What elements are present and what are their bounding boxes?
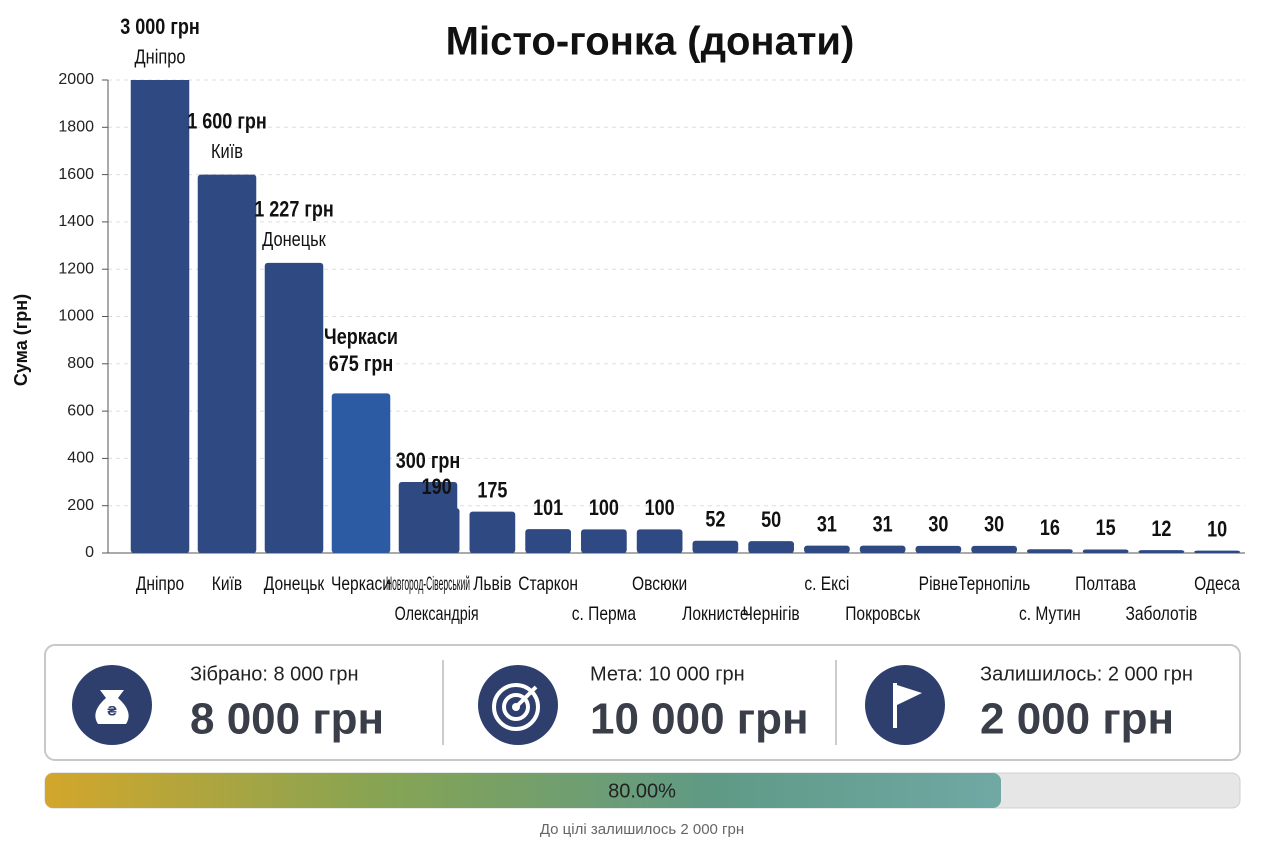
bar — [413, 508, 460, 553]
data-label: 100 — [589, 497, 619, 521]
bar — [1027, 549, 1073, 553]
x-tick-label: Олександрія — [395, 604, 479, 625]
x-tick-label: Дніпро — [136, 573, 184, 595]
stat-label: Залишилось: 2 000 грн — [980, 663, 1193, 685]
y-tick-label: 800 — [67, 355, 94, 372]
bar — [859, 545, 906, 553]
x-tick-label: Львів — [473, 573, 511, 595]
x-tick-label: Локнисте — [682, 603, 748, 625]
bar — [915, 545, 962, 553]
x-tick-label: Тернопіль — [958, 573, 1030, 595]
data-label: 52 — [705, 508, 725, 532]
stat-amount: 10 000 грн — [590, 695, 809, 744]
y-tick-label: 1200 — [58, 260, 94, 277]
data-label: 30 — [928, 513, 948, 537]
x-tick-label: Рівне — [919, 573, 958, 595]
data-label: 15 — [1096, 517, 1116, 541]
y-tick-label: 1600 — [58, 166, 94, 183]
bar — [1138, 550, 1185, 553]
x-tick-label: Київ — [212, 573, 242, 595]
x-tick-label: Новгород-Сіверський — [386, 574, 470, 595]
stat-label: Зібрано: 8 000 грн — [190, 663, 359, 685]
x-tick-label: Одеса — [1194, 573, 1240, 595]
y-tick-label: 2000 — [58, 71, 94, 88]
x-tick-label: Старкон — [518, 573, 578, 595]
x-tick-label: с. Мутин — [1019, 603, 1081, 625]
icon-target — [478, 665, 558, 745]
data-label: 12 — [1151, 517, 1171, 541]
y-tick-label: 0 — [85, 544, 94, 561]
bar — [692, 540, 739, 553]
data-label: 100 — [645, 497, 675, 521]
bar — [1194, 550, 1240, 553]
data-label-city: Дніпро — [135, 45, 186, 68]
data-label: 30 — [984, 513, 1004, 537]
x-tick-label: Покровськ — [845, 603, 920, 625]
x-tick-label: Полтава — [1075, 573, 1136, 595]
stat-amount: 2 000 грн — [980, 695, 1174, 744]
data-label: 675 грн — [329, 353, 394, 377]
plot-area — [130, 80, 1240, 553]
x-tick-label: Черкаси — [331, 573, 391, 595]
bar — [636, 529, 683, 553]
data-label: 190 — [422, 475, 452, 499]
data-label-city: Київ — [211, 139, 243, 162]
y-tick-label: 200 — [67, 497, 94, 514]
data-label: 300 грн — [396, 449, 461, 473]
data-label: 10 — [1207, 518, 1227, 542]
y-axis-label: Сума (грн) — [11, 294, 31, 386]
bar — [130, 80, 190, 553]
x-tick-label: Донецьк — [264, 573, 325, 595]
chart-title: Місто-гонка (донати) — [446, 20, 855, 64]
data-label: 3 000 грн — [120, 15, 200, 39]
stat-amount: 8 000 грн — [190, 695, 384, 744]
data-label: 31 — [817, 513, 837, 537]
icon-money: ₴ — [72, 665, 152, 745]
bar — [525, 529, 571, 553]
data-label-city: Донецьк — [262, 228, 327, 251]
x-tick-label: с. Перма — [572, 603, 637, 625]
data-label-city: Черкаси — [324, 326, 398, 350]
bar — [748, 541, 794, 553]
x-tick-label: Овсюки — [632, 573, 687, 595]
y-tick-label: 1800 — [58, 119, 94, 136]
data-label: 1 600 грн — [187, 110, 267, 134]
bar — [264, 262, 324, 553]
y-tick-label: 400 — [67, 450, 94, 467]
data-label: 175 — [477, 479, 507, 503]
stats-panel — [44, 644, 1241, 761]
y-tick-label: 1400 — [58, 213, 94, 230]
bar — [1082, 549, 1129, 553]
bar — [804, 545, 850, 553]
data-label: 50 — [761, 508, 781, 532]
bar — [581, 529, 627, 553]
data-label: 101 — [533, 496, 563, 520]
bar — [469, 511, 516, 553]
y-tick-label: 1000 — [58, 308, 94, 325]
data-label: 1 227 грн — [254, 198, 334, 222]
progress-label: 80.00% — [608, 780, 676, 802]
svg-text:₴: ₴ — [107, 703, 117, 719]
y-tick-label: 600 — [67, 402, 94, 419]
bar — [331, 393, 391, 553]
x-tick-label: Чернігів — [743, 603, 800, 625]
bar — [197, 174, 257, 553]
icon-flag — [865, 665, 945, 745]
x-tick-label: Заболотів — [1126, 603, 1198, 625]
bar — [971, 545, 1017, 553]
data-label: 31 — [873, 513, 893, 537]
data-label: 16 — [1040, 516, 1060, 540]
x-tick-label: с. Ексі — [804, 573, 849, 595]
stat-label: Мета: 10 000 грн — [590, 663, 745, 685]
progress-fill — [45, 773, 1001, 808]
footnote: До цілі залишилось 2 000 грн — [540, 821, 744, 838]
